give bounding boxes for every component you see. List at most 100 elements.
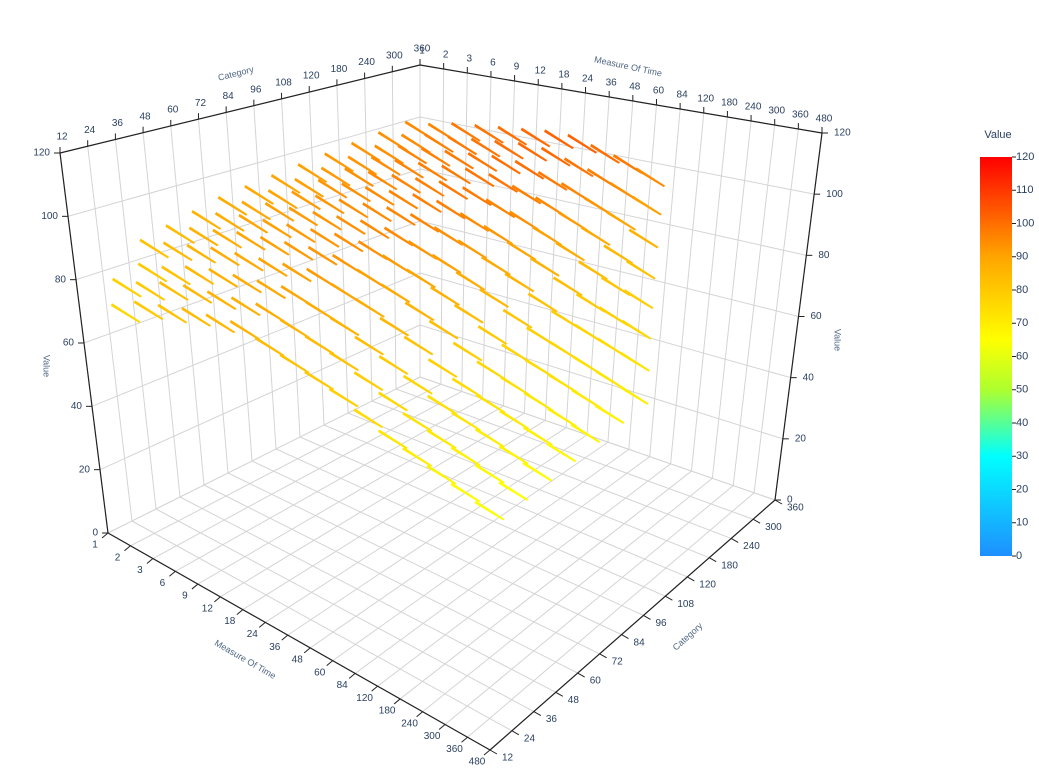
floor-grid-line — [275, 448, 644, 616]
x-tick — [214, 596, 221, 603]
colorbar-tick-label: 80 — [1016, 284, 1028, 296]
x-tick-label: 24 — [247, 629, 259, 640]
floor-grid-line — [371, 400, 732, 539]
colorbar-tick-label: 90 — [1016, 251, 1028, 263]
x-tick-label: 9 — [514, 62, 520, 73]
surface-point — [307, 245, 338, 266]
colorbar-tick-label: 120 — [1016, 151, 1034, 163]
surface-point — [402, 446, 433, 467]
wall-grid-line — [75, 168, 421, 281]
surface-point — [514, 159, 545, 180]
y-tick-label: 300 — [765, 522, 782, 533]
surface-point — [158, 280, 189, 301]
y-tick — [511, 730, 520, 736]
surface-point — [453, 303, 484, 324]
z-tick-label: 100 — [826, 189, 843, 200]
y-axis-title: Category — [217, 64, 255, 83]
surface-point — [462, 186, 492, 207]
surface-point — [555, 241, 586, 262]
floor-grid-line — [354, 456, 651, 674]
x-tick-label: 60 — [314, 667, 326, 678]
floor-grid-line — [152, 391, 463, 559]
surface-point — [235, 230, 266, 251]
floor-grid-line — [265, 427, 567, 623]
axis-line — [107, 532, 491, 751]
surface-point — [264, 201, 295, 222]
surface-point — [407, 240, 438, 260]
surface-point — [441, 164, 472, 185]
surface-point — [241, 200, 272, 221]
surface-point — [137, 262, 168, 283]
surface-point — [233, 251, 264, 272]
surface-point — [494, 139, 524, 160]
surface-point — [354, 335, 385, 356]
x-tick-label: 1 — [92, 540, 98, 551]
surface-point — [385, 206, 416, 226]
y-tick-label: 60 — [167, 105, 179, 116]
surface-point — [631, 195, 662, 216]
x-tick-label: 360 — [792, 110, 809, 121]
floor-grid-line — [287, 434, 588, 636]
surface-point — [208, 267, 239, 288]
colorbar-tick-label: 60 — [1016, 350, 1028, 362]
colorbar-title: Value — [984, 129, 1011, 141]
surface-point — [517, 141, 548, 162]
z-tick-label: 0 — [787, 495, 793, 506]
surface-point — [474, 123, 504, 144]
surface-point — [328, 387, 359, 408]
surface-point — [529, 256, 560, 277]
x-tick — [371, 685, 378, 692]
floor-grid-line — [175, 398, 483, 572]
surface-point — [353, 408, 384, 429]
surface-point — [336, 215, 366, 235]
x-tick-label: 84 — [677, 90, 689, 101]
x-tick-label: 2 — [443, 50, 449, 61]
surface-point — [618, 385, 649, 405]
surface-point — [280, 284, 311, 305]
surface-point — [431, 253, 462, 274]
surface-point — [427, 358, 458, 378]
x-tick — [326, 660, 334, 667]
surface-point — [527, 292, 558, 313]
surface-point — [628, 228, 659, 249]
colorbar-tick-label: 10 — [1016, 517, 1028, 529]
wall-grid-line — [83, 220, 421, 344]
surface-point — [370, 155, 401, 176]
surface-point — [623, 289, 654, 309]
x-tick — [146, 558, 154, 564]
surface-point — [406, 268, 436, 289]
surface-point — [359, 219, 390, 240]
x-tick-label: 180 — [721, 98, 738, 109]
x-tick — [438, 724, 446, 730]
surface-point — [304, 370, 335, 391]
surface-point — [304, 334, 335, 355]
x-tick — [483, 749, 491, 756]
surface-point — [188, 226, 219, 247]
x-tick — [236, 609, 244, 615]
x-tick-label: 480 — [469, 757, 486, 768]
colorbar-tick-label: 100 — [1016, 217, 1034, 229]
floor-grid-line — [467, 492, 755, 738]
surface-point — [450, 121, 481, 142]
x-tick-label: 300 — [424, 731, 441, 742]
surface-point — [229, 319, 260, 340]
z-tick-label: 120 — [33, 148, 50, 159]
surface-point — [186, 243, 217, 264]
floor-grid-line — [220, 412, 525, 598]
surface-point — [635, 167, 666, 188]
surface-point — [305, 300, 336, 321]
surface-point — [452, 341, 483, 362]
surface-point — [511, 184, 542, 205]
surface-point — [329, 316, 360, 337]
surface-point — [491, 154, 521, 175]
surface-point — [522, 461, 553, 482]
surface-point — [580, 226, 611, 246]
x-tick — [281, 634, 289, 641]
surface-point — [417, 161, 448, 182]
floor-grid-line — [399, 470, 692, 700]
surface-point — [620, 351, 651, 372]
z-tick-label: 80 — [55, 274, 67, 285]
surface-point — [459, 212, 490, 232]
surface-point — [570, 423, 601, 443]
z-tick-label: 60 — [811, 311, 823, 322]
